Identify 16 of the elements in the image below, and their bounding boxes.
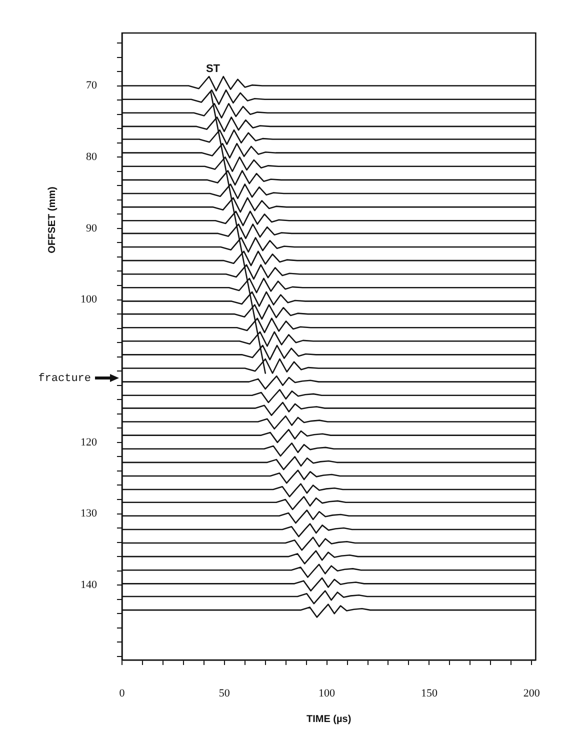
y-tick-label: 80 [86, 151, 98, 164]
y-tick-label: 140 [80, 578, 98, 591]
text: fracture [38, 372, 91, 385]
x-tick-label: 150 [420, 687, 438, 700]
x-tick-label: 100 [318, 687, 336, 700]
annotation: ST [206, 63, 220, 76]
x-tick-label: 50 [218, 687, 230, 700]
x-tick-label: 0 [119, 687, 126, 700]
y-tick-label: 70 [86, 80, 98, 92]
y-tick-label: 100 [80, 294, 98, 306]
x-tick-label: 200 [523, 687, 540, 700]
y-axis-title: OFFSET (mm) [46, 186, 58, 254]
x-axis-title: TIME (µs) [306, 714, 352, 725]
y-tick-label: 120 [80, 436, 98, 448]
y-tick-label: 130 [80, 508, 98, 520]
y-tick-label: 90 [86, 222, 98, 234]
